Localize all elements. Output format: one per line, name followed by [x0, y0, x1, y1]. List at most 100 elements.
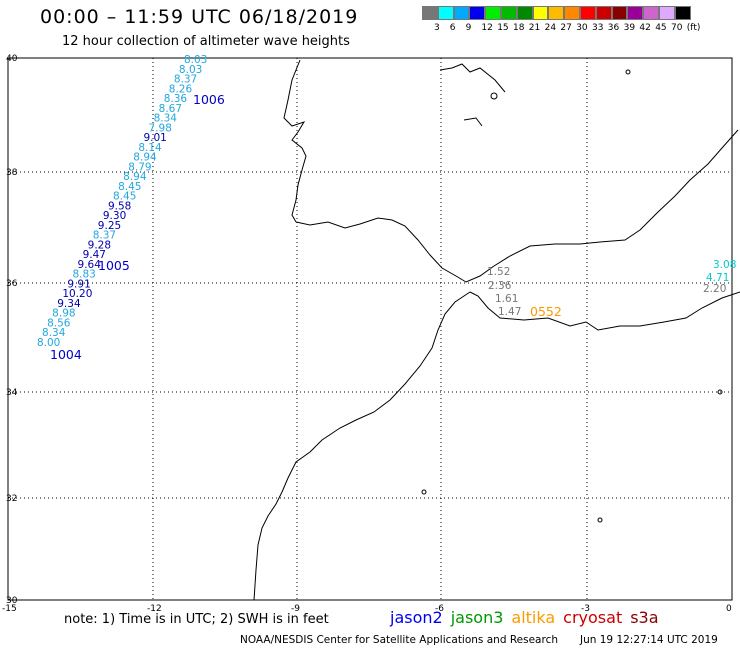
- wave-height-value: 9.28: [88, 239, 111, 251]
- scale-label: 70: [671, 23, 683, 33]
- scale-label: 3: [434, 23, 440, 33]
- wave-height-value: 9.58: [108, 200, 131, 212]
- scale-label: 30: [576, 23, 588, 33]
- wave-height-value: 8.03: [179, 64, 202, 76]
- scale-swatch: [516, 6, 533, 20]
- iberia-west-coast: [283, 59, 307, 223]
- map-frame: [7, 57, 733, 601]
- scale-label: 21: [528, 23, 541, 33]
- scale-label: 36: [607, 23, 620, 33]
- island: [625, 69, 631, 75]
- scale-swatch: [422, 6, 438, 20]
- legend-cryosat: cryosat: [563, 608, 623, 627]
- wave-height-value: 9.64: [78, 259, 102, 271]
- scale-swatch: [532, 6, 549, 20]
- legend-altika: altika: [511, 608, 556, 627]
- island: [490, 92, 498, 100]
- island: [717, 389, 723, 395]
- y-tick-label: 36: [6, 279, 18, 289]
- wave-height-value: 1.47: [498, 306, 521, 318]
- wave-height-value: 9.30: [103, 210, 126, 222]
- wave-height-value: 1.61: [495, 293, 518, 305]
- wave-height-value: 8.36: [164, 93, 188, 105]
- credit-line: NOAA/NESDIS Center for Satellite Applica…: [240, 634, 558, 646]
- scale-label: 42: [639, 23, 651, 33]
- wave-height-value: 4.71: [706, 272, 729, 284]
- x-tick-label: -6: [435, 604, 444, 614]
- wave-height-value: 8.37: [174, 74, 197, 86]
- y-tick-label: 30: [6, 596, 18, 606]
- scale-swatch: [437, 6, 454, 20]
- scale-label: 18: [513, 23, 525, 33]
- scale-swatch: [548, 6, 565, 20]
- scale-swatch: [674, 6, 691, 20]
- wave-height-value: 9.25: [98, 220, 121, 232]
- y-tick-label: 40: [6, 54, 18, 64]
- wave-height-value: 2.36: [488, 280, 512, 292]
- wave-height-value: 8.83: [72, 269, 95, 281]
- x-tick-label: -15: [2, 604, 17, 614]
- morocco-atlantic-coast: [253, 291, 471, 601]
- x-tick-label: 0: [726, 604, 732, 614]
- x-tick-label: -12: [147, 604, 162, 614]
- wave-height-value: 7.98: [149, 122, 172, 134]
- y-tick-label: 38: [6, 168, 18, 178]
- wave-height-value: 8.03: [184, 54, 207, 66]
- scale-label: 39: [623, 23, 636, 33]
- africa-north-coast: [469, 291, 740, 331]
- wave-height-value: 8.45: [113, 191, 136, 203]
- pass-number-label: 0552: [530, 304, 562, 319]
- satellite-tracks: 8.038.038.378.268.368.678.347.989.018.14…: [37, 54, 736, 362]
- wave-height-value: 2.20: [703, 283, 726, 295]
- islands: [421, 69, 723, 523]
- footer-note: note: 1) Time is in UTC; 2) SWH is in fe…: [64, 612, 329, 627]
- scale-swatch: [500, 6, 517, 20]
- scale-label: 12: [481, 23, 493, 33]
- wave-height-value: 8.67: [159, 103, 182, 115]
- wave-height-value: 1.52: [487, 266, 510, 278]
- wave-height-value: 8.26: [169, 83, 193, 95]
- wave-height-color-scale: [422, 6, 691, 20]
- wave-height-value: 9.01: [143, 132, 166, 144]
- wave-height-value: 9.34: [57, 298, 81, 310]
- pass-number-label: 1005: [98, 258, 130, 273]
- generated-timestamp: Jun 19 12:27:14 UTC 2019: [580, 634, 718, 646]
- north-coast-east: [439, 63, 506, 93]
- lat-lon-grid: [7, 57, 733, 601]
- axis-labels: -15 -12 -9 -6 -3 0 40 38 36 34 32 30: [2, 54, 732, 614]
- wave-height-value: 9.47: [83, 249, 106, 261]
- island: [597, 517, 603, 523]
- island: [421, 489, 427, 495]
- x-tick-label: -9: [291, 604, 300, 614]
- scale-swatch: [611, 6, 628, 20]
- wave-height-value: 8.37: [93, 230, 116, 242]
- scale-swatch: [469, 6, 486, 20]
- wave-height-value: 8.45: [118, 181, 141, 193]
- scale-label: 27: [560, 23, 572, 33]
- wave-height-value: 8.94: [123, 171, 147, 183]
- wave-height-value: 8.56: [47, 317, 71, 329]
- scale-swatch: [658, 6, 675, 20]
- scale-swatch: [579, 6, 596, 20]
- legend-jason3: jason3: [450, 608, 504, 627]
- scale-swatch: [627, 6, 644, 20]
- wave-height-value: 3.08: [713, 259, 736, 271]
- scale-swatch: [564, 6, 580, 20]
- pass-number-label: 1006: [193, 92, 225, 107]
- page-subtitle: 12 hour collection of altimeter wave hei…: [62, 34, 350, 49]
- wave-height-value: 10.20: [62, 288, 92, 300]
- wave-height-value: 9.91: [67, 278, 90, 290]
- scale-label: 15: [497, 23, 509, 33]
- legend-jason2: jason2: [390, 608, 443, 627]
- pass-number-label: 1004: [50, 347, 82, 362]
- y-tick-label: 32: [6, 494, 17, 504]
- scale-swatch: [453, 6, 470, 20]
- scale-label: 6: [449, 23, 456, 33]
- wave-height-value: 8.14: [138, 142, 162, 154]
- scale-swatch: [595, 6, 612, 20]
- coast-fragment: [463, 117, 483, 127]
- scale-label: 33: [592, 23, 604, 33]
- scale-label: 9: [465, 23, 472, 33]
- wave-height-value: 8.34: [42, 327, 66, 339]
